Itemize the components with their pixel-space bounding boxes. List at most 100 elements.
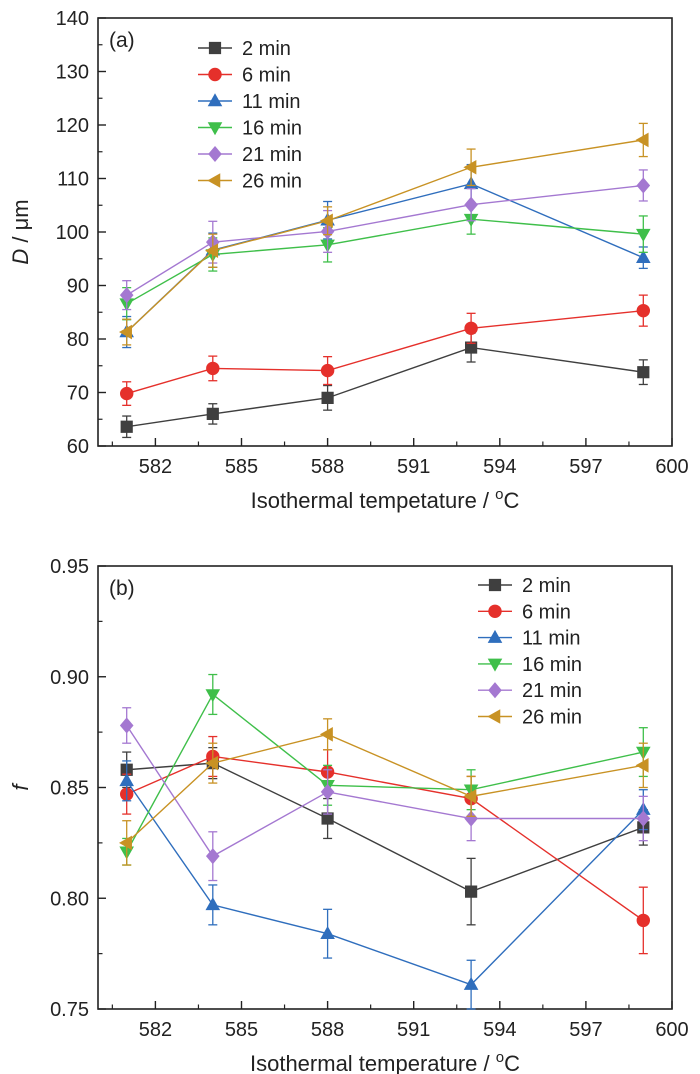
y-tick-label: 130 <box>56 62 89 84</box>
axis-ticks <box>98 17 673 447</box>
series-2-min <box>120 332 650 439</box>
axis-ticks <box>98 565 673 1010</box>
legend-item: 26 min <box>198 171 302 193</box>
x-tick-label: 582 <box>139 1019 172 1041</box>
y-tick-label: 80 <box>67 329 89 351</box>
legend-marker <box>488 578 502 592</box>
legend-item: 21 min <box>478 680 582 702</box>
data-point <box>319 727 333 742</box>
y-axis-title-symbol: f <box>8 782 33 791</box>
data-point <box>119 287 134 304</box>
y-axis-title-symbol: D <box>8 249 33 265</box>
legend-label: 11 min <box>522 628 581 650</box>
legend-label: 21 min <box>522 680 582 702</box>
data-point <box>636 303 650 318</box>
series-2-min <box>120 746 650 926</box>
legend: 2 min 6 min 11 min 16 min 21 min 26 min <box>478 575 582 729</box>
chart-panel-b: 582 585 588 591 594 597 600 0.750.800.850.900.… <box>8 556 689 1074</box>
legend-marker <box>487 658 503 672</box>
legend-marker <box>207 122 223 136</box>
legend-item: 6 min <box>478 601 571 623</box>
data-point <box>636 810 651 827</box>
legend-marker <box>488 604 502 618</box>
data-point <box>321 391 334 404</box>
legend-marker <box>208 145 222 163</box>
x-axis-title-unit: C <box>504 1051 520 1074</box>
series-6-min <box>120 735 650 955</box>
panel-label: (a) <box>109 29 135 52</box>
y-tick-label: 70 <box>67 383 89 405</box>
series-11-min <box>119 163 651 349</box>
chart-panel-a: 582 585 588 591 594 597 600 60 70 80 90 100 110 120 1… <box>8 8 689 513</box>
legend-item: 11 min <box>478 628 581 650</box>
data-point <box>463 976 479 990</box>
data-point <box>205 689 221 703</box>
legend-item: 16 min <box>198 118 302 140</box>
y-tick-labels: 60 70 80 90 100 110 120 130 140 <box>56 8 89 458</box>
data-point <box>119 717 134 734</box>
series-26-min <box>118 718 649 866</box>
data-point <box>636 177 651 194</box>
series-line <box>126 184 644 296</box>
x-tick-label: 591 <box>397 456 430 478</box>
y-tick-label: 90 <box>67 276 89 298</box>
data-point <box>636 249 651 263</box>
x-axis-title-unit: C <box>504 488 520 513</box>
x-axis-title: Isothermal tempetature / oC <box>251 486 520 513</box>
y-tick-label: 0.80 <box>50 888 89 910</box>
data-point <box>463 159 477 175</box>
y-tick-label: 0.95 <box>50 556 89 578</box>
data-point <box>120 386 134 401</box>
series-16-min <box>119 203 651 321</box>
series-11-min <box>119 760 651 1010</box>
plot-frame <box>97 17 673 447</box>
legend-item: 16 min <box>478 654 582 676</box>
legend-marker <box>207 173 221 188</box>
legend-label: 11 min <box>242 91 301 113</box>
legend-label: 2 min <box>242 38 291 60</box>
legend-marker <box>487 709 501 724</box>
series-layer <box>118 673 651 1010</box>
data-point <box>206 407 219 420</box>
legend-item: 21 min <box>198 144 302 166</box>
y-tick-label: 0.90 <box>50 667 89 689</box>
legend-item: 2 min <box>478 575 571 597</box>
legend-label: 16 min <box>522 654 582 676</box>
x-tick-label: 594 <box>483 456 516 478</box>
x-tick-label: 600 <box>655 1019 688 1041</box>
x-tick-label: 588 <box>311 456 344 478</box>
x-tick-label: 585 <box>225 456 258 478</box>
y-axis-title-unit: / μm <box>8 199 33 248</box>
data-point <box>635 758 649 773</box>
series-line <box>126 725 644 858</box>
legend-marker <box>208 41 222 55</box>
legend-label: 6 min <box>242 65 291 87</box>
legend-marker <box>487 629 503 643</box>
legend-item: 11 min <box>198 91 301 113</box>
y-axis-title: f <box>8 782 33 791</box>
x-tick-label: 600 <box>655 456 688 478</box>
data-point <box>321 812 334 825</box>
data-point <box>465 885 478 898</box>
legend-label: 21 min <box>242 144 302 166</box>
series-line <box>126 346 644 428</box>
data-point <box>320 783 335 800</box>
series-layer <box>118 122 651 439</box>
y-tick-label: 60 <box>67 436 89 458</box>
data-point <box>464 196 478 213</box>
legend-label: 6 min <box>522 601 571 623</box>
data-point <box>120 420 133 433</box>
data-point <box>206 361 220 376</box>
x-tick-labels: 582 585 588 591 594 597 600 <box>139 1019 689 1041</box>
legend-item: 26 min <box>478 707 582 729</box>
x-tick-label: 594 <box>483 1019 516 1041</box>
data-point <box>319 213 333 229</box>
series-line <box>126 218 644 305</box>
legend-label: 2 min <box>522 575 571 597</box>
legend: 2 min 6 min 11 min 16 min 21 min 26 min <box>198 38 302 193</box>
x-axis-title-text: Isothermal temperature / <box>250 1051 496 1074</box>
series-line <box>126 780 644 986</box>
series-26-min <box>118 122 649 346</box>
data-point <box>636 913 650 928</box>
